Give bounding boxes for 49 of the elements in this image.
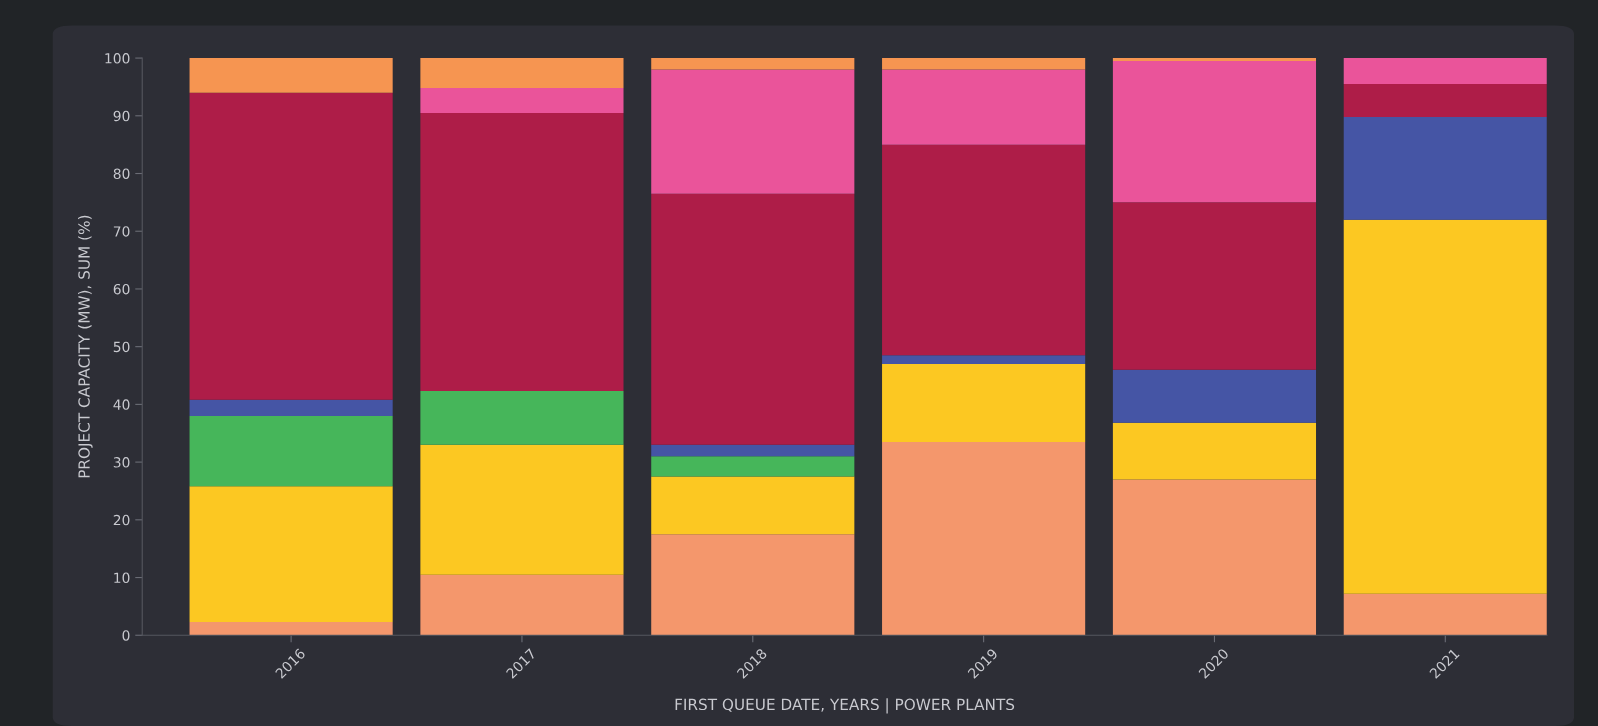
bar bbox=[1343, 84, 1547, 117]
bar bbox=[1112, 422, 1317, 480]
bar bbox=[882, 441, 1086, 636]
bar bbox=[189, 486, 393, 622]
bar bbox=[189, 415, 393, 487]
bar bbox=[651, 69, 855, 194]
bar bbox=[420, 444, 624, 575]
y-tick-label: 60 bbox=[113, 283, 130, 295]
y-tick-label: 100 bbox=[105, 53, 130, 64]
bar bbox=[420, 391, 624, 445]
bar bbox=[1112, 60, 1317, 203]
bar bbox=[651, 193, 855, 445]
bar bbox=[420, 112, 624, 392]
bar bbox=[189, 399, 393, 416]
bar bbox=[1112, 479, 1317, 636]
bar bbox=[420, 88, 624, 113]
y-tick-label: 0 bbox=[122, 630, 130, 641]
y-tick-label: 70 bbox=[113, 226, 130, 237]
y-tick-label: 20 bbox=[113, 514, 130, 526]
y-tick-label: 50 bbox=[113, 341, 130, 353]
bar bbox=[882, 363, 1086, 442]
bar bbox=[420, 574, 624, 636]
bar bbox=[1343, 58, 1547, 85]
bar bbox=[189, 58, 393, 93]
bar bbox=[651, 444, 855, 457]
bar bbox=[882, 355, 1086, 364]
bar bbox=[651, 534, 855, 636]
bar bbox=[189, 92, 393, 400]
bar bbox=[882, 144, 1086, 356]
bar bbox=[1112, 369, 1317, 423]
bar bbox=[189, 621, 393, 636]
bar bbox=[882, 69, 1086, 145]
bar bbox=[882, 58, 1086, 70]
bar bbox=[1343, 593, 1547, 636]
y-tick-label: 90 bbox=[113, 110, 130, 122]
y-tick-label: 30 bbox=[113, 457, 130, 468]
x-axis-title: FIRST QUEUE DATE, YEARS | POWER PLANTS bbox=[675, 698, 1015, 714]
y-tick-label: 40 bbox=[113, 399, 130, 410]
bar bbox=[651, 476, 855, 535]
bar bbox=[1112, 58, 1317, 61]
bar bbox=[1343, 116, 1547, 220]
y-tick-label: 10 bbox=[114, 572, 130, 584]
bar bbox=[420, 58, 624, 89]
bar bbox=[651, 58, 855, 70]
bar bbox=[1112, 202, 1317, 370]
y-axis-title: PROJECT CAPACITY (MW), SUM (%) bbox=[78, 215, 93, 478]
y-tick-label: 80 bbox=[113, 168, 130, 179]
bar bbox=[1343, 219, 1547, 594]
bar bbox=[651, 456, 855, 477]
